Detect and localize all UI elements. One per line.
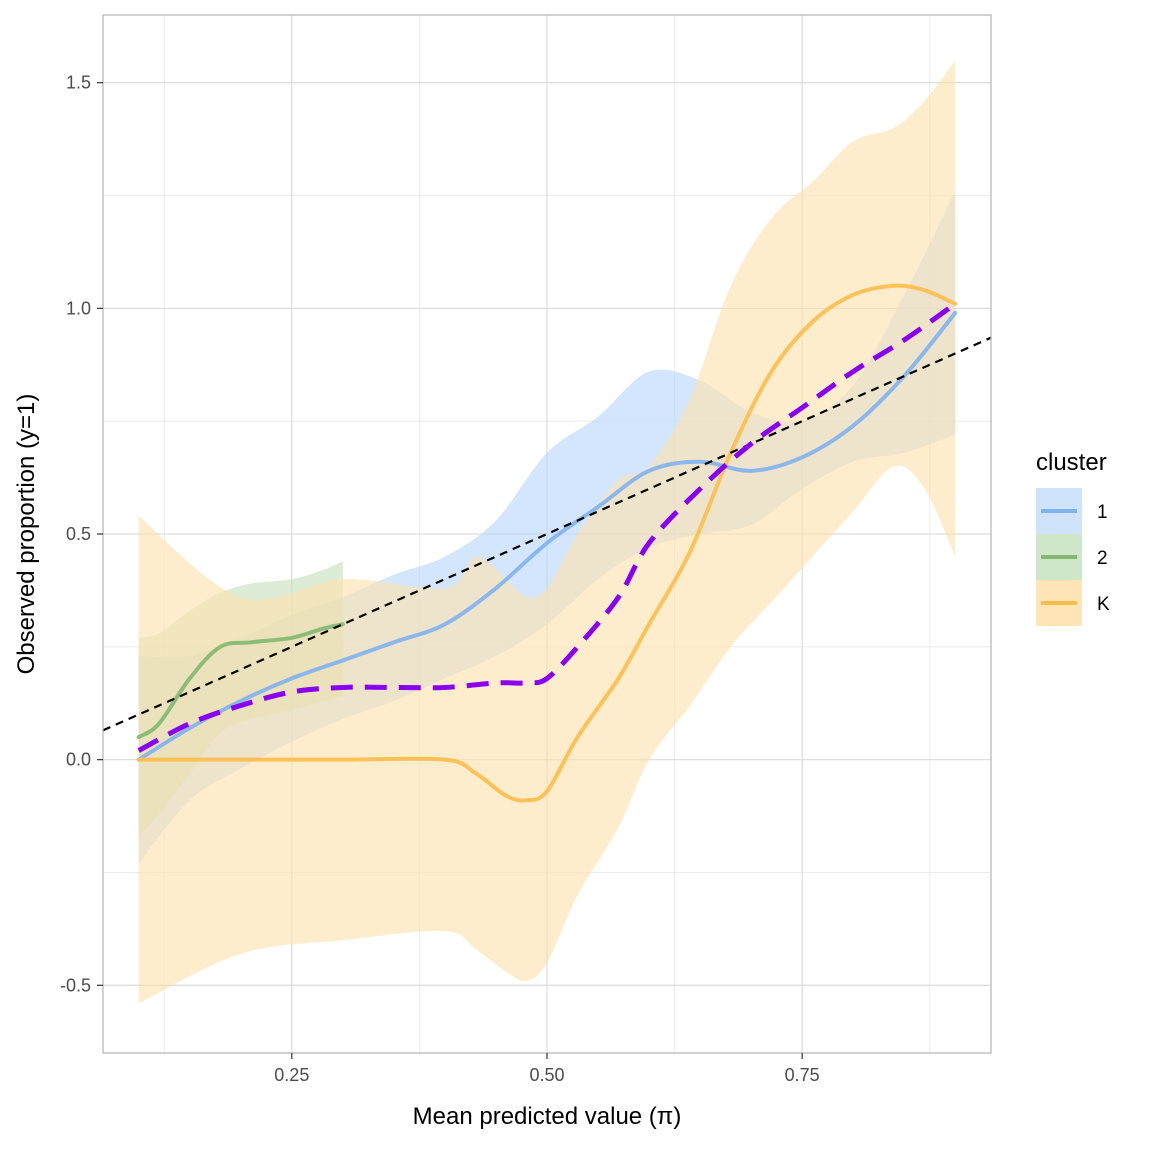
line-cluster-k [136, 283, 958, 803]
y-axis-ticks: -0.5 0.0 0.5 1.0 1.5 [60, 73, 103, 995]
reference-lines [102, 301, 992, 753]
confidence-ribbons [138, 60, 956, 1004]
y-tick-label: 0.0 [66, 750, 91, 770]
legend: cluster 1 2 K [1036, 449, 1110, 626]
x-axis-ticks: 0.25 0.50 0.75 [274, 1053, 820, 1085]
x-tick-label: 0.25 [274, 1065, 309, 1085]
legend-label-1: 1 [1097, 502, 1108, 523]
x-tick-label: 0.75 [785, 1065, 820, 1085]
ribbon-cluster-k [138, 60, 956, 1004]
x-axis-title: Mean predicted value (π) [413, 1103, 682, 1130]
series-lines [136, 283, 958, 803]
legend-title: cluster [1036, 449, 1107, 476]
identity-reference-line [102, 336, 992, 732]
y-axis-title: Observed proportion (y=1) [13, 394, 40, 675]
x-tick-label: 0.50 [529, 1065, 564, 1085]
legend-label-k: K [1097, 594, 1110, 615]
line-cluster-1 [136, 310, 958, 762]
legend-label-2: 2 [1097, 548, 1108, 569]
y-tick-label: 1.0 [66, 298, 91, 318]
y-tick-label: 1.5 [66, 73, 91, 93]
y-tick-label: -0.5 [60, 975, 91, 995]
line-cluster-2 [136, 622, 345, 740]
y-tick-label: 0.5 [66, 524, 91, 544]
pooled-reference-line [137, 301, 957, 753]
